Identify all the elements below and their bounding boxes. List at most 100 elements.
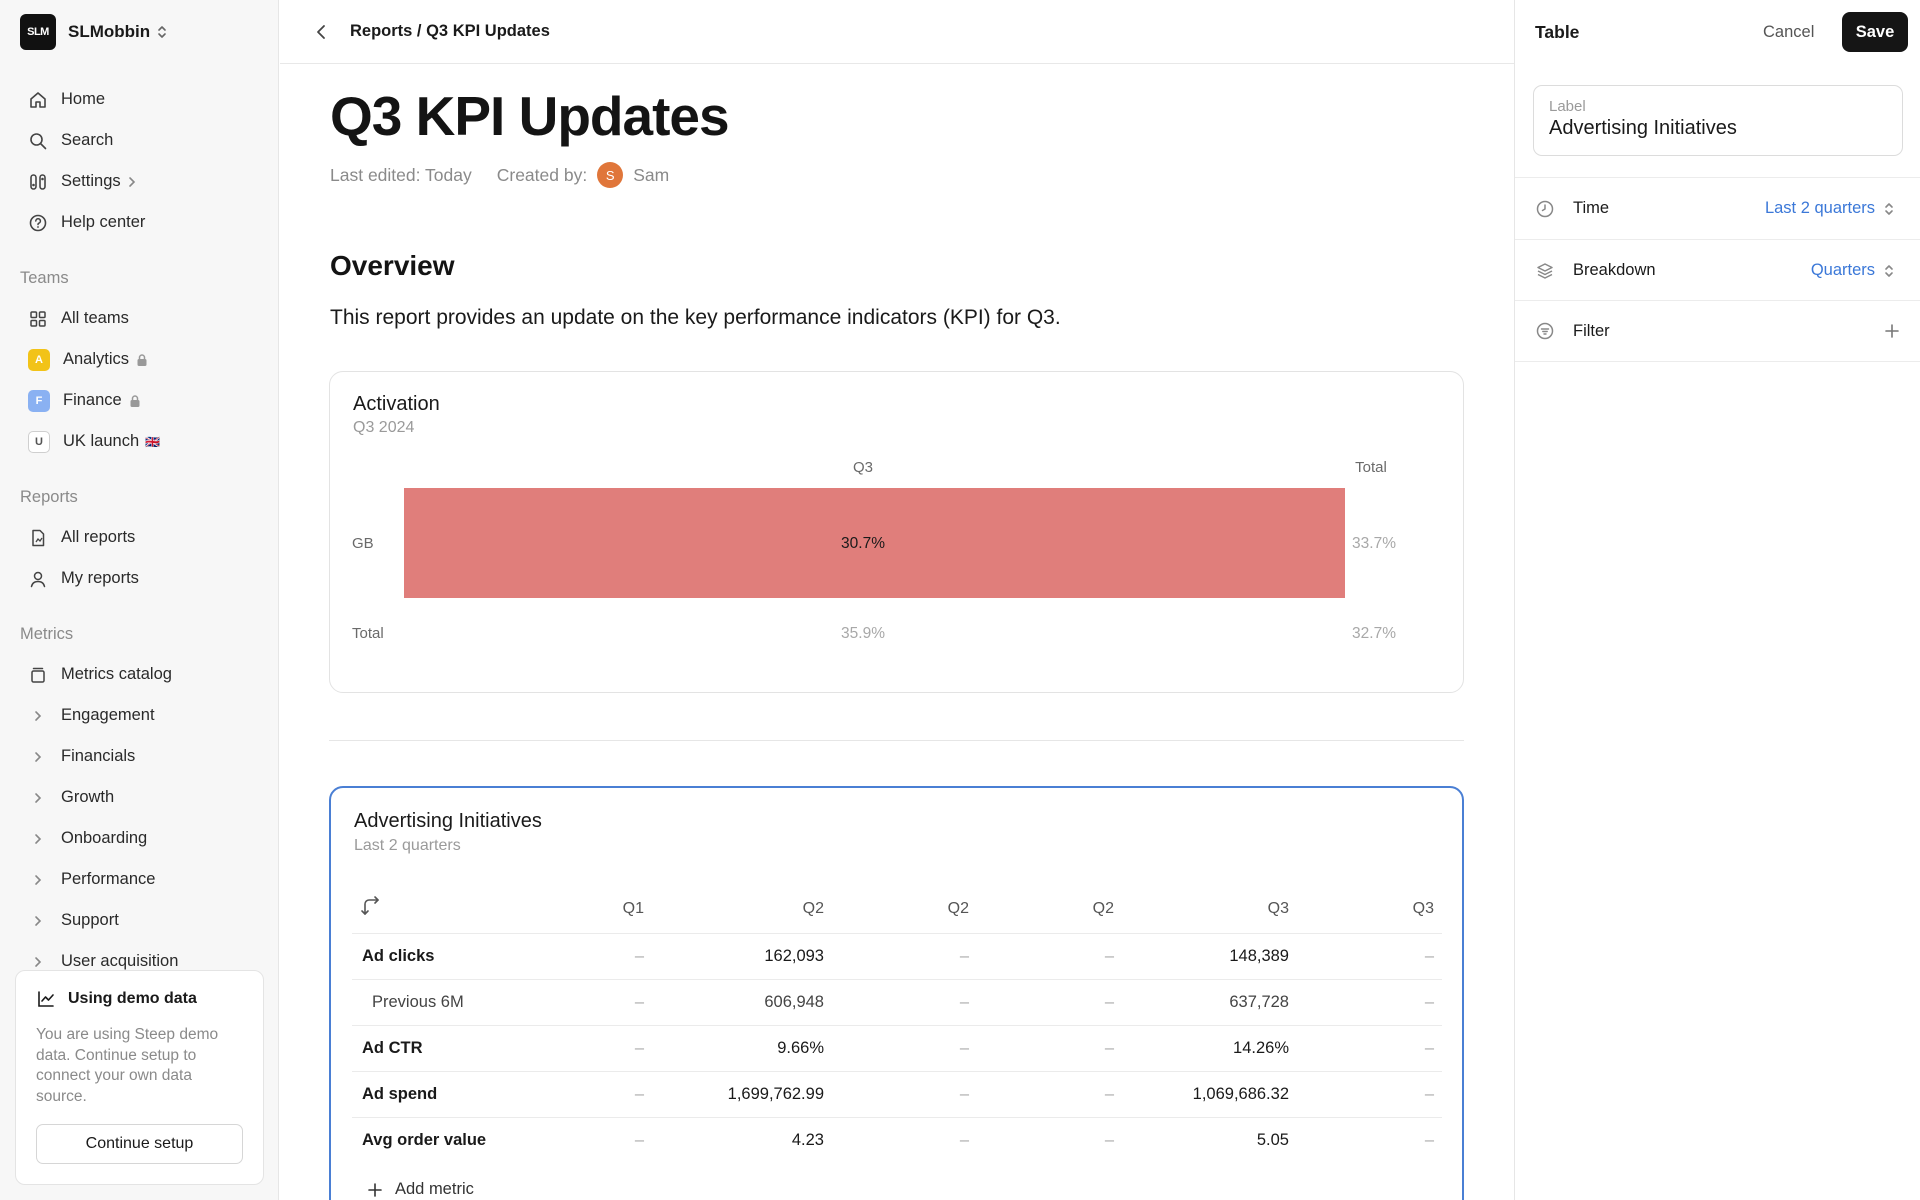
column-header[interactable]: Q3 [1267,899,1289,917]
table-row[interactable]: Ad CTR – 9.66% – – 14.26% – [352,1024,1442,1071]
kpi-table: Q1 Q2 Q2 Q2 Q3 Q3 Ad clicks – 162,093 – … [352,885,1442,1163]
data-label-gb-q3: 30.7% [841,535,885,552]
user-icon [28,569,48,589]
chevron-right-icon [28,873,48,887]
column-header[interactable]: Q2 [1092,899,1114,917]
metric-group-label: Onboarding [61,829,148,847]
nav-team-finance[interactable]: F Finance [0,380,279,421]
add-filter-plus-icon[interactable] [1884,323,1900,339]
breakdown-label: Breakdown [1573,261,1656,279]
breadcrumb[interactable]: Reports / Q3 KPI Updates [350,22,550,40]
add-metric-button[interactable]: Add metric [367,1180,474,1199]
table-row[interactable]: Previous 6M – 606,948 – – 637,728 – [352,978,1442,1025]
workspace-switcher[interactable]: SLM SLMobbin [20,14,168,50]
table-row[interactable]: Avg order value – 4.23 – – 5.05 – [352,1116,1442,1163]
label-field[interactable]: Label Advertising Initiatives [1533,85,1903,156]
metric-group-label: Performance [61,870,156,888]
table-cell: – [542,978,652,1025]
row-name: Ad clicks [352,932,542,979]
report-icon [28,528,48,548]
row-name: Avg order value [352,1116,542,1163]
nav-metric-group[interactable]: Engagement [0,695,279,736]
reports-nav: Reports All reports My reports [0,477,279,599]
demo-description: You are using Steep demo data. Continue … [36,1026,219,1105]
time-select[interactable]: Last 2 quarters [1765,199,1895,218]
overview-heading[interactable]: Overview [330,250,455,281]
breakdown-setting-row[interactable]: Breakdown Quarters [1515,239,1920,301]
continue-setup-button[interactable]: Continue setup [36,1124,243,1164]
table-cell: – [542,1116,652,1163]
table-cell: – [1297,1070,1442,1117]
time-value: Last 2 quarters [1764,199,1875,217]
advertising-table-card[interactable]: Advertising Initiatives Last 2 quarters … [329,786,1464,1200]
save-button[interactable]: Save [1842,12,1908,52]
table-cell: – [1297,932,1442,979]
nav-search[interactable]: Search [0,120,279,161]
chevron-right-icon [28,791,48,805]
nav-all-teams[interactable]: All teams [0,298,279,339]
chevron-right-icon [28,914,48,928]
label-field-value[interactable]: Advertising Initiatives [1549,117,1737,139]
panel-title: Table [1535,21,1580,42]
row-label-gb: GB [352,535,374,552]
chevron-right-icon [28,750,48,764]
table-cell: 162,093 [652,932,832,979]
table-row[interactable]: Ad clicks – 162,093 – – 148,389 – [352,932,1442,979]
table-cell: – [542,932,652,979]
column-header[interactable]: Q2 [947,899,969,917]
nav-my-reports[interactable]: My reports [0,558,279,599]
table-cell: 4.23 [652,1116,832,1163]
table-cell: 5.05 [1122,1116,1297,1163]
nav-metric-group[interactable]: User acquisition [0,941,279,982]
metric-group-label: Financials [61,747,136,765]
nav-metric-group[interactable]: Onboarding [0,818,279,859]
nav-my-reports-label: My reports [61,569,139,587]
nav-metric-group[interactable]: Performance [0,859,279,900]
nav-team-analytics[interactable]: A Analytics [0,339,279,380]
chevron-updown-icon [156,24,168,40]
overview-text[interactable]: This report provides an update on the ke… [330,306,1061,329]
settings-icon [28,172,48,192]
time-setting-row[interactable]: Time Last 2 quarters [1515,177,1920,239]
panel-header: Table Cancel Save [1515,0,1920,64]
column-header[interactable]: Q2 [802,899,824,917]
nav-home[interactable]: Home [0,79,279,120]
swap-axes-icon[interactable] [360,895,382,917]
nav-metrics-catalog[interactable]: Metrics catalog [0,654,279,695]
chevron-right-icon [28,709,48,723]
data-label-gb-total: 33.7% [1352,535,1396,552]
activation-card[interactable]: Activation Q3 2024 Q3 Total GB 30.7% 33.… [329,371,1464,693]
filter-icon [1535,321,1555,341]
table-cell: – [1297,978,1442,1025]
clock-icon [1535,199,1555,219]
pivot-icon-cell[interactable] [352,885,542,933]
filter-setting-row[interactable]: Filter [1515,300,1920,362]
nav-metric-group[interactable]: Growth [0,777,279,818]
chevron-right-icon [28,955,48,969]
table-row[interactable]: Ad spend – 1,699,762.99 – – 1,069,686.32… [352,1070,1442,1117]
nav-metric-group[interactable]: Financials [0,736,279,777]
layers-icon [1535,261,1555,281]
nav-help-center[interactable]: Help center [0,202,279,243]
table-cell: – [1297,1024,1442,1071]
column-header-q3: Q3 [852,459,874,476]
activation-bar-gb-q3[interactable] [404,488,1345,598]
breakdown-value: Quarters [1810,261,1875,279]
column-header[interactable]: Q1 [622,899,644,917]
nav-home-label: Home [61,90,106,108]
row-name: Previous 6M [352,978,542,1025]
nav-metric-group[interactable]: Support [0,900,279,941]
nav-all-reports-label: All reports [61,528,136,546]
page-title[interactable]: Q3 KPI Updates [330,85,730,147]
nav-all-teams-label: All teams [61,309,129,327]
nav-all-reports[interactable]: All reports [0,517,279,558]
column-header[interactable]: Q3 [1412,899,1434,917]
breakdown-select[interactable]: Quarters [1811,261,1895,280]
nav-team-uk-launch[interactable]: U UK launch 🇬🇧 [0,421,279,462]
nav-settings[interactable]: Settings [0,161,279,202]
time-label: Time [1573,199,1610,217]
data-label-total-total: 32.7% [1352,625,1396,642]
teams-nav: Teams All teams A Analytics F Finance U … [0,258,279,462]
cancel-button[interactable]: Cancel [1751,12,1826,52]
back-arrow-icon[interactable] [310,20,334,44]
